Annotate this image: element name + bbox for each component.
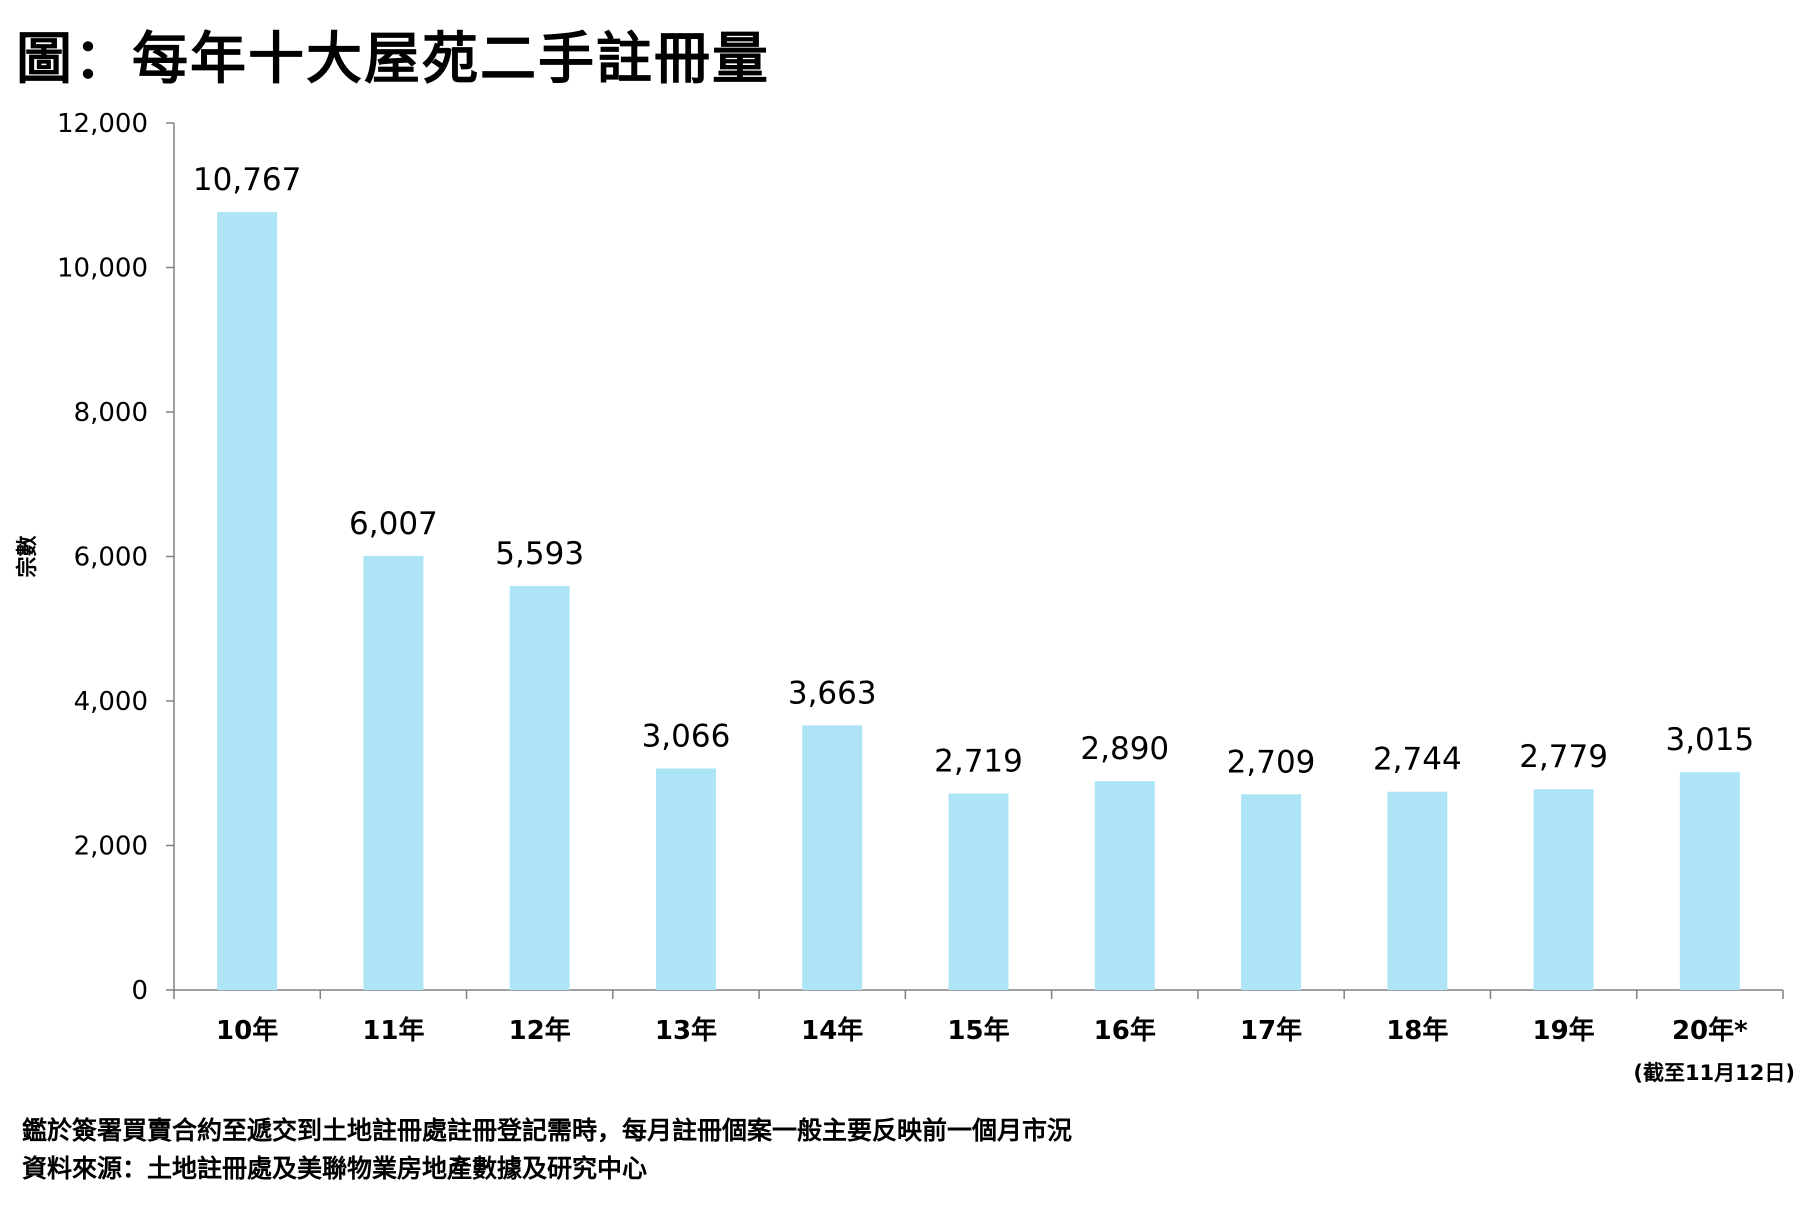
x-tick-label: 13年	[655, 1015, 717, 1046]
x-tick-label: 11年	[362, 1015, 424, 1046]
data-label: 2,779	[1519, 739, 1608, 775]
y-tick-label: 8,000	[74, 398, 148, 428]
y-tick-label: 10,000	[57, 254, 148, 284]
x-tick-label: 10年	[216, 1015, 278, 1046]
y-tick-label: 4,000	[74, 687, 148, 717]
bar	[217, 212, 278, 991]
bar	[363, 555, 424, 990]
footnote-registration-lag: 鑑於簽署買賣合約至遞交到土地註冊處註冊登記需時，每月註冊個案一般主要反映前一個月…	[22, 1116, 1073, 1145]
x-tick-label: 20年*	[1672, 1015, 1748, 1046]
y-tick-label: 0	[131, 976, 148, 1006]
data-label: 6,007	[349, 506, 438, 542]
bar	[1533, 789, 1594, 990]
bar	[1241, 794, 1302, 990]
data-label: 3,663	[788, 675, 877, 711]
bar	[509, 585, 570, 990]
data-label: 5,593	[495, 536, 584, 572]
bar	[655, 768, 716, 990]
footnote-source: 資料來源：土地註冊處及美聯物業房地產數據及研究中心	[22, 1154, 648, 1183]
y-axis-title: 宗數	[15, 536, 39, 578]
data-label: 2,709	[1227, 744, 1316, 780]
bar	[948, 793, 1009, 990]
data-label: 2,719	[934, 744, 1023, 780]
x-tick-label: 12年	[509, 1015, 571, 1046]
x-tick-label: 16年	[1094, 1015, 1156, 1046]
bar-chart: 0 2,000 4,000 6,000 8,000 10,000 12,000 宗數 10,76…	[15, 109, 1795, 1085]
data-label: 3,015	[1665, 722, 1754, 758]
x-tick-label: 19年	[1532, 1015, 1594, 1046]
data-label: 10,767	[193, 162, 301, 198]
x-tick-label: 15年	[947, 1015, 1009, 1046]
y-tick-label: 12,000	[57, 109, 148, 139]
x-tick-label: 14年	[801, 1015, 863, 1046]
footnotes: 鑑於簽署買賣合約至遞交到土地註冊處註冊登記需時，每月註冊個案一般主要反映前一個月…	[22, 1112, 1072, 1188]
data-label: 3,066	[642, 718, 731, 754]
bar	[1679, 772, 1740, 990]
bar	[1387, 791, 1448, 990]
data-label: 2,890	[1080, 731, 1169, 767]
x-axis-note: (截至11月12日)	[1633, 1061, 1795, 1085]
data-label: 2,744	[1373, 742, 1462, 778]
chart-title: 圖：每年十大屋苑二手註冊量	[16, 27, 770, 92]
x-tick-label: 18年	[1386, 1015, 1448, 1046]
bar	[802, 725, 863, 990]
bar	[1094, 781, 1155, 990]
y-tick-label: 6,000	[74, 543, 148, 573]
y-tick-label: 2,000	[74, 832, 148, 862]
x-tick-label: 17年	[1240, 1015, 1302, 1046]
